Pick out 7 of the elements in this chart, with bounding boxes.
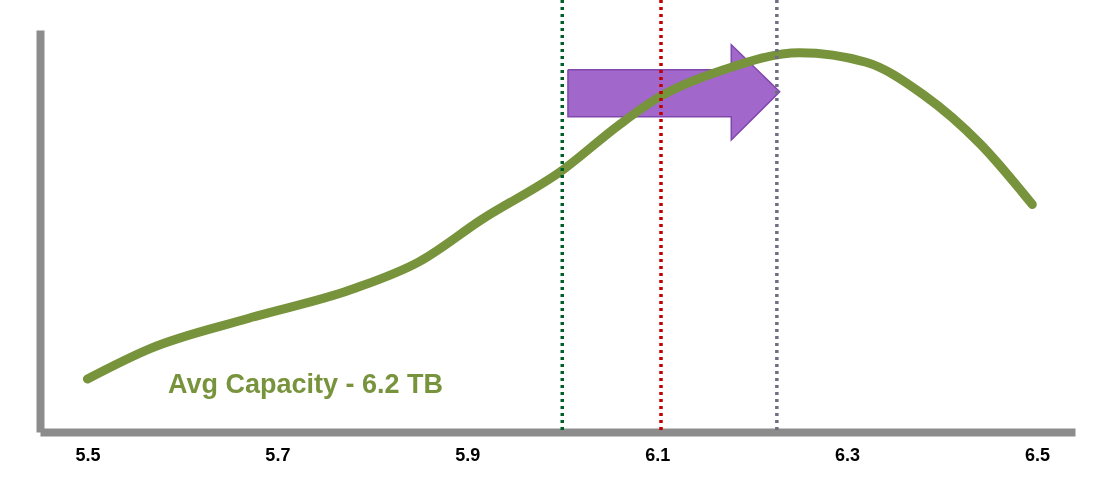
x-tick-label: 5.7 [265,444,291,465]
x-tick-label: 5.9 [455,444,481,465]
x-tick-label: 5.5 [75,444,101,465]
x-tick-label: 6.1 [645,444,671,465]
x-tick-label: 6.5 [1025,444,1051,465]
x-tick-label: 6.3 [835,444,861,465]
annotation: Avg Capacity - 6.2 TB [168,369,444,399]
